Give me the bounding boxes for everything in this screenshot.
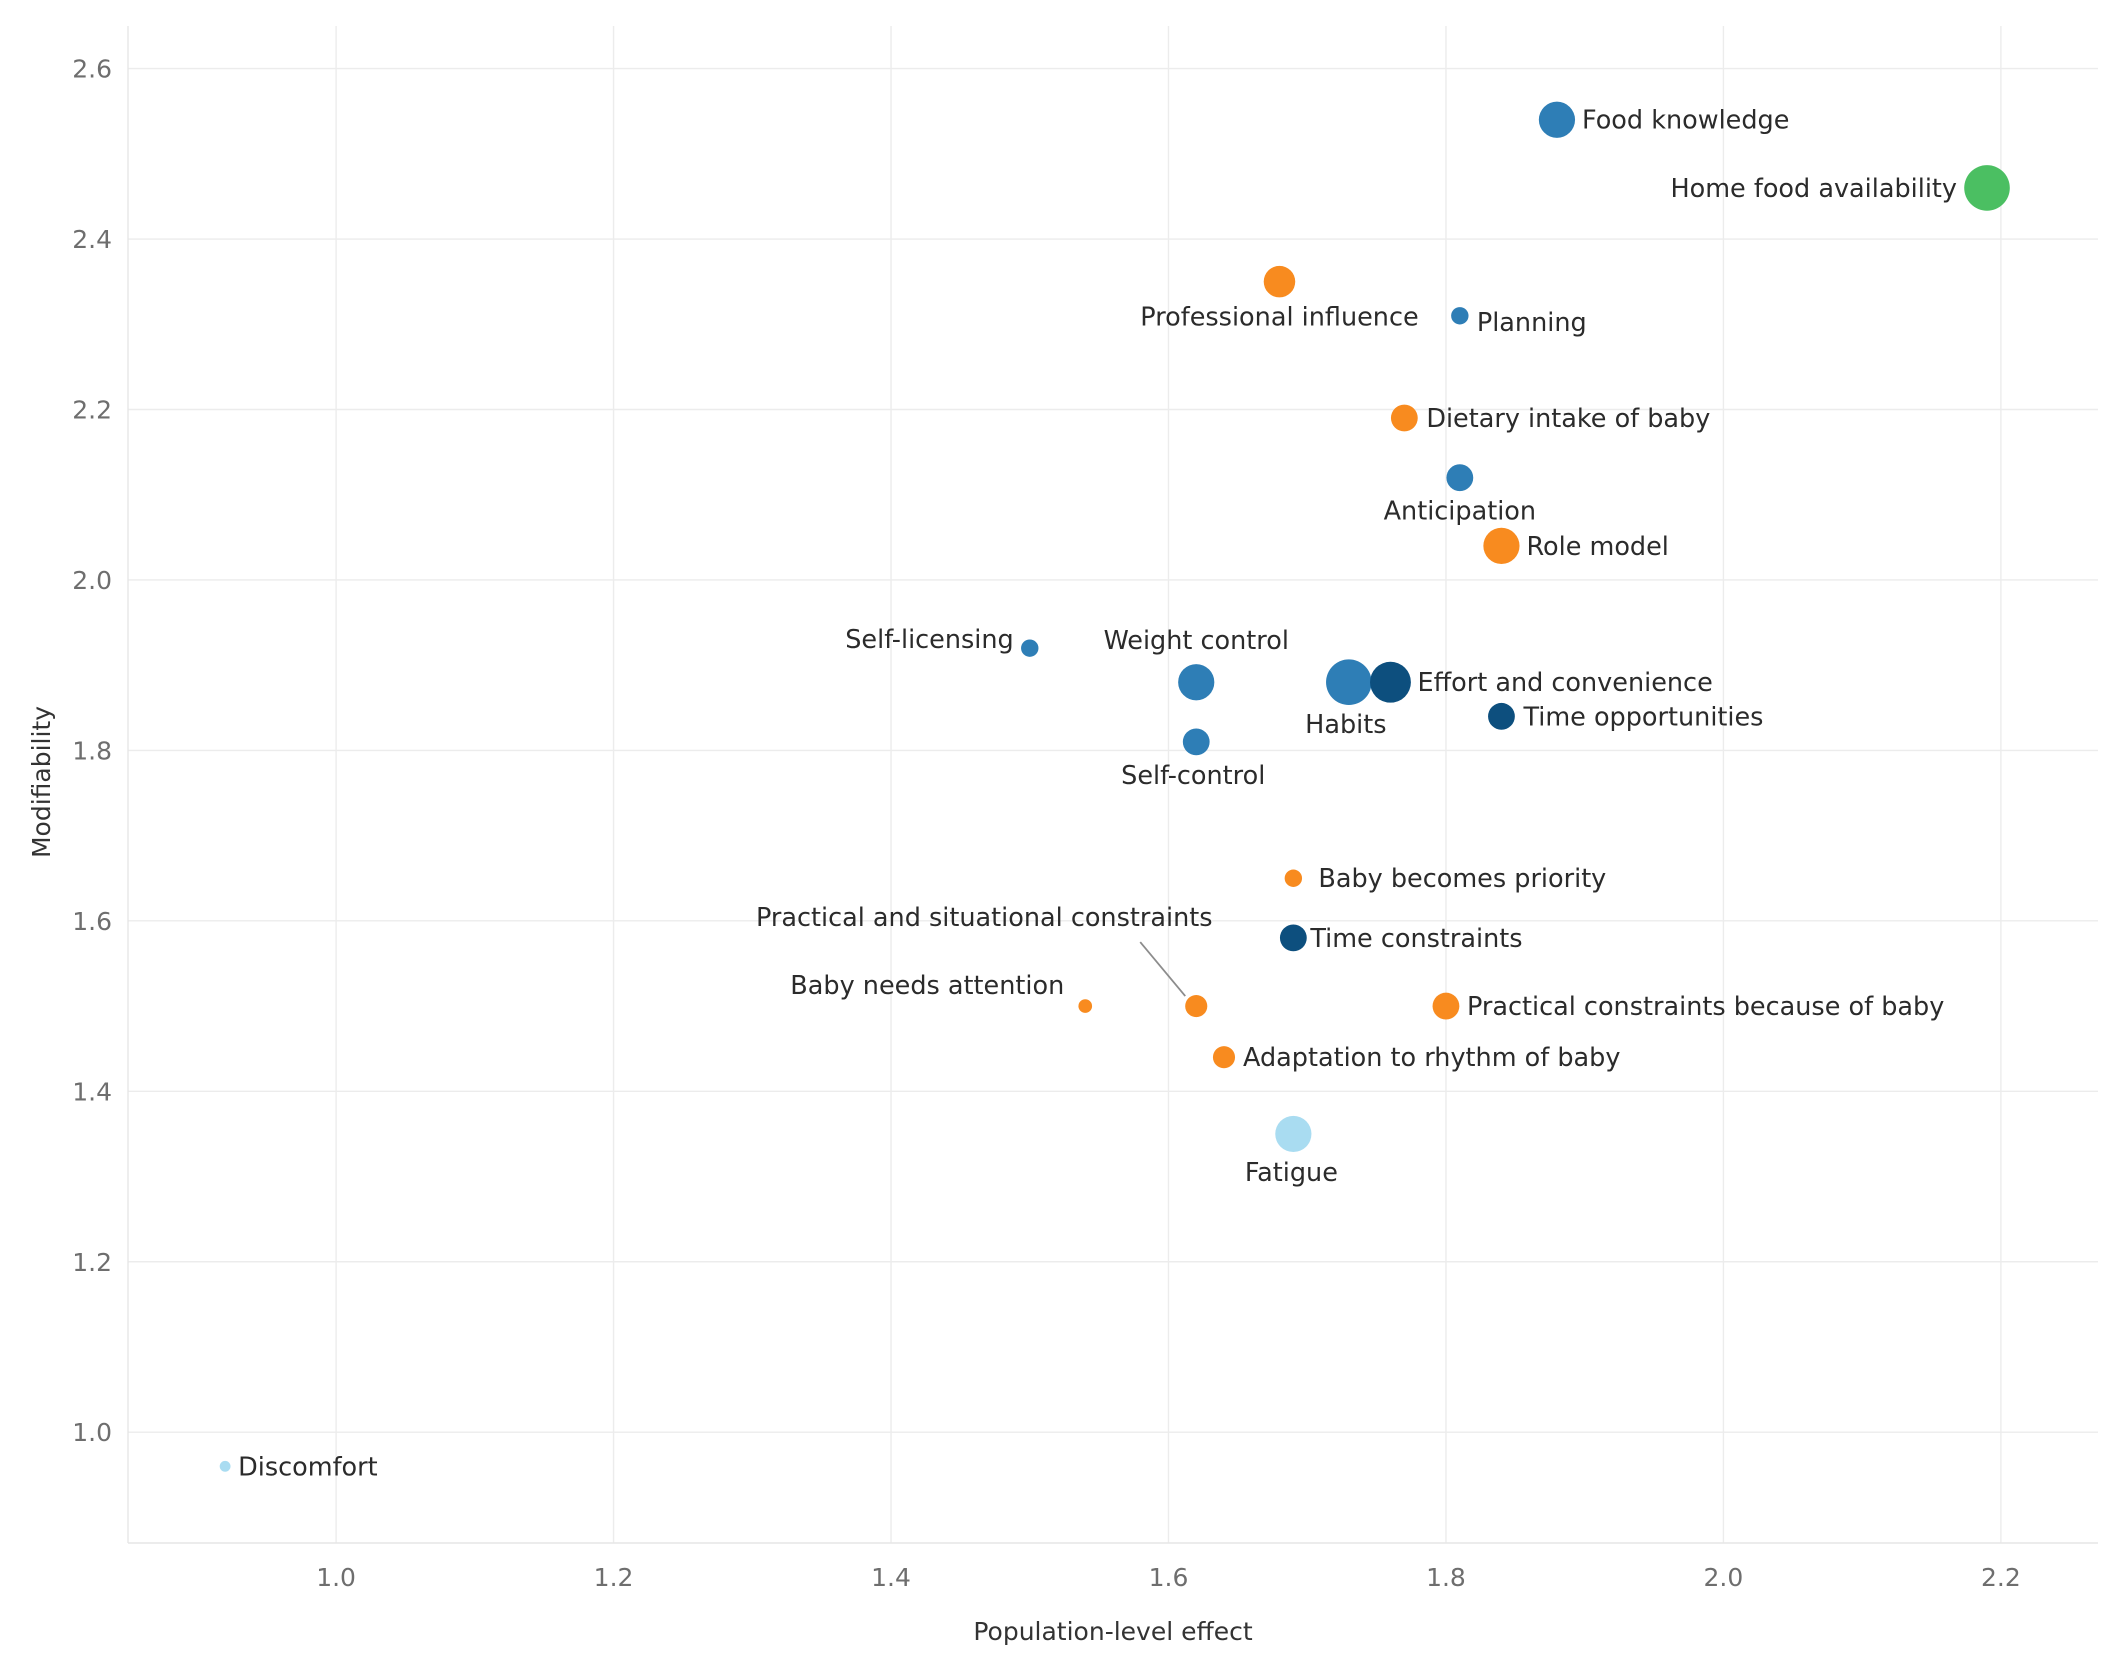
data-point (1964, 165, 2010, 211)
leader-line (1139, 941, 1186, 997)
data-point (1538, 101, 1576, 138)
y-tick-label: 1.6 (72, 907, 112, 936)
data-point (1326, 659, 1372, 706)
point-label: Professional influence (1140, 303, 1418, 333)
point-label: Dietary intake of baby (1426, 404, 1710, 434)
point-label: Food knowledge (1582, 106, 1789, 136)
y-tick-label: 2.2 (72, 396, 112, 425)
x-tick-label: 2.2 (1981, 1563, 2021, 1592)
y-tick-label: 2.6 (72, 55, 112, 84)
y-tick-label: 1.2 (72, 1248, 112, 1277)
x-tick-label: 1.6 (1149, 1563, 1189, 1592)
point-label: Adaptation to rhythm of baby (1243, 1043, 1620, 1073)
data-point (1284, 869, 1303, 887)
point-label: Fatigue (1245, 1158, 1338, 1188)
data-point (1263, 265, 1296, 298)
data-point (1488, 702, 1515, 730)
chart-axes: 1.0 1.2 1.4 1.6 1.8 2.0 2.2 1.0 1.2 1.4 1.6 1.8 2.0 2… (72, 26, 2098, 1592)
data-point (1182, 728, 1210, 756)
point-labels: Food knowledge Home food availability Prof… (238, 106, 1957, 1483)
y-tick-label: 1.4 (72, 1077, 112, 1106)
point-label: Self-control (1121, 761, 1265, 791)
data-point (1185, 995, 1208, 1018)
x-axis-title: Population-level effect (973, 1617, 1252, 1646)
point-label: Baby becomes priority (1318, 864, 1606, 894)
x-tick-label: 1.0 (316, 1563, 356, 1592)
y-tick-label: 1.0 (72, 1418, 112, 1447)
data-point (1432, 992, 1460, 1020)
point-label: Time opportunities (1522, 702, 1763, 732)
point-label: Anticipation (1384, 497, 1536, 527)
point-label: Practical and situational constraints (756, 903, 1213, 933)
y-axis-title: Modifiability (27, 706, 56, 858)
y-tick-label: 2.0 (72, 566, 112, 595)
leader-lines (1139, 941, 1186, 997)
data-point (1212, 1046, 1236, 1069)
point-label: Practical constraints because of baby (1467, 992, 1944, 1022)
point-label: Baby needs attention (790, 971, 1064, 1001)
point-label: Planning (1477, 308, 1587, 338)
data-point (1279, 924, 1307, 952)
data-point (1021, 639, 1039, 657)
x-tick-label: 2.0 (1704, 1563, 1744, 1592)
data-point (1446, 464, 1474, 492)
data-point (1370, 661, 1411, 703)
x-tick-label: 1.4 (871, 1563, 911, 1592)
y-tick-label: 2.4 (72, 225, 112, 254)
y-tick-label: 1.8 (72, 736, 112, 765)
point-label: Habits (1305, 710, 1386, 740)
data-point (1451, 307, 1469, 325)
data-point (219, 1460, 231, 1472)
point-label: Home food availability (1670, 174, 1957, 204)
point-label: Weight control (1104, 626, 1289, 656)
data-point (1178, 664, 1215, 701)
chart-grid (128, 26, 2098, 1543)
data-point (1078, 999, 1093, 1013)
data-point (1483, 527, 1520, 564)
data-point (1390, 404, 1418, 432)
x-tick-label: 1.8 (1426, 1563, 1466, 1592)
point-label: Role model (1526, 532, 1668, 562)
point-label: Time constraints (1309, 924, 1522, 954)
point-label: Self-licensing (845, 625, 1014, 655)
point-label: Discomfort (238, 1452, 378, 1482)
data-point (1275, 1115, 1312, 1153)
data-points (219, 101, 2010, 1472)
x-tick-label: 1.2 (594, 1563, 634, 1592)
point-label: Effort and convenience (1417, 668, 1712, 698)
